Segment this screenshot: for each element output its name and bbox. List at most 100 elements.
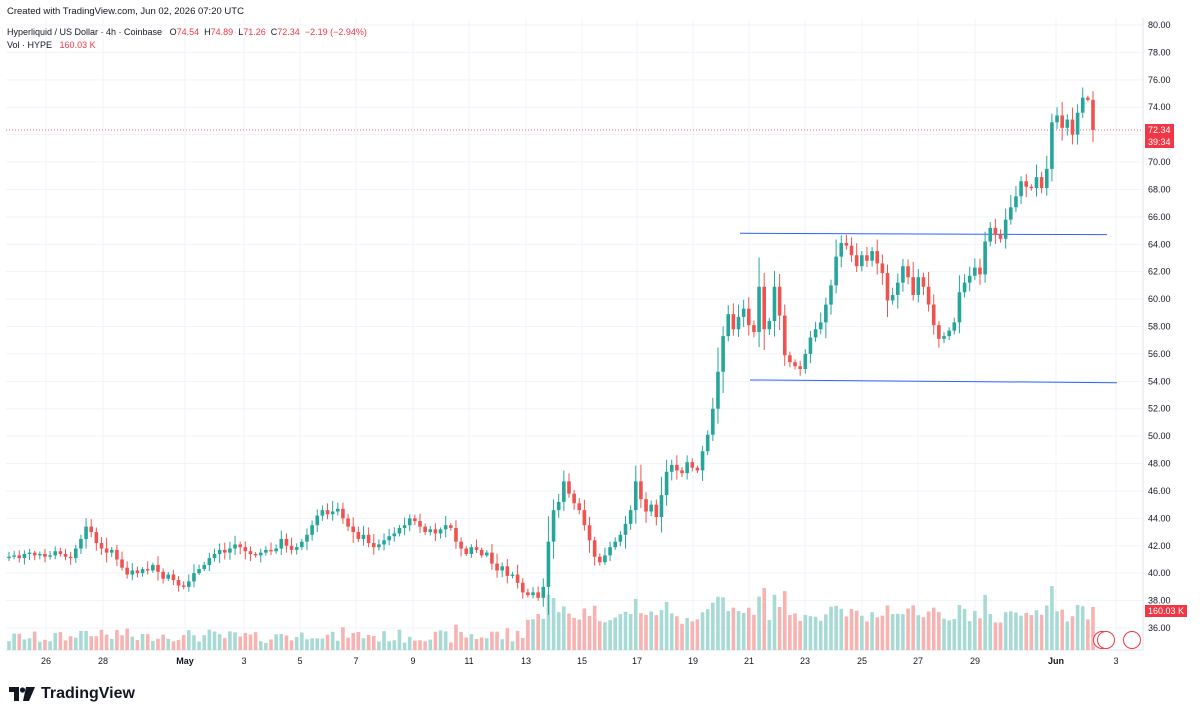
volume-bar — [68, 636, 73, 650]
candle-body — [248, 551, 253, 554]
x-tick-label: 25 — [857, 656, 867, 666]
volume-bar — [1003, 612, 1008, 650]
volume-bar — [38, 641, 42, 650]
y-tick-label: 76.00 — [1148, 75, 1171, 85]
volume-bar — [289, 640, 294, 650]
volume-bar — [947, 620, 951, 650]
candle-body — [202, 564, 207, 570]
volume-bar — [515, 630, 520, 650]
volume-legend[interactable]: Vol · HYPE 160.03 K — [7, 40, 96, 50]
candle-body — [695, 467, 700, 471]
support-line[interactable] — [749, 379, 1118, 384]
candle-body — [1039, 177, 1044, 189]
candle-body — [135, 570, 140, 574]
candle-body — [1050, 122, 1054, 169]
y-tick-label: 38.00 — [1148, 596, 1171, 606]
volume-bar — [115, 629, 119, 650]
volume-bar — [926, 611, 931, 650]
candle-body — [567, 481, 571, 494]
volume-bar — [711, 602, 715, 650]
candle-body — [469, 547, 474, 554]
candle-body — [916, 277, 921, 295]
volume-bar — [813, 616, 818, 650]
candle-body — [752, 325, 756, 332]
volume-bar — [1060, 609, 1064, 650]
volume-bar — [746, 607, 751, 650]
volume-bar — [829, 606, 833, 650]
volume-bar — [351, 632, 356, 650]
candle-body — [449, 525, 453, 528]
candle-body — [906, 266, 910, 278]
y-tick-label: 70.00 — [1148, 157, 1171, 167]
volume-bar — [572, 617, 576, 650]
volume-bar — [520, 637, 525, 650]
volume-bar — [664, 601, 669, 650]
candle-body — [145, 569, 150, 571]
candle-body — [659, 495, 664, 517]
x-tick-label: 3 — [241, 656, 246, 666]
volume-bar — [330, 631, 335, 650]
volume-tag: 160.03 K — [1145, 605, 1188, 617]
volume-bar — [207, 629, 212, 650]
x-tick-label: 9 — [410, 656, 415, 666]
tradingview-brand[interactable]: TradingView — [9, 685, 135, 703]
volume-bar — [818, 620, 823, 650]
candle-body — [1060, 115, 1064, 128]
volume-bar — [860, 615, 864, 650]
volume-bar — [731, 607, 736, 650]
candle-body — [1091, 99, 1095, 130]
event-flag-icon[interactable] — [1097, 631, 1115, 649]
volume-bar — [736, 611, 741, 650]
volume-bar — [526, 619, 530, 650]
volume-bar — [618, 614, 623, 650]
candle-body — [757, 286, 761, 332]
volume-bar — [366, 634, 371, 650]
candle-body — [654, 504, 659, 517]
candle-body — [860, 255, 864, 267]
volume-bar — [885, 605, 890, 650]
volume-bar — [931, 607, 936, 650]
x-tick-label: 21 — [744, 656, 754, 666]
low-label: L — [238, 27, 244, 37]
candle-body — [721, 336, 725, 372]
volume-bar — [587, 615, 592, 650]
candle-body — [382, 540, 386, 545]
volume-bar — [505, 628, 510, 650]
resistance-line[interactable] — [739, 232, 1108, 236]
volume-bar — [952, 619, 957, 650]
event-flag-icon[interactable] — [1123, 631, 1141, 649]
candle-body — [418, 521, 422, 527]
candle-body — [1019, 181, 1023, 197]
candle-body — [880, 263, 885, 274]
price-axis: 36.00 38.00 40.00 42.00 44.00 46.00 48.00 50.00… — [1148, 20, 1171, 633]
symbol-legend[interactable]: Hyperliquid / US Dollar · 4h · Coinbase … — [7, 27, 367, 37]
candle-body — [911, 277, 915, 295]
volume-bar — [7, 641, 11, 650]
volume-bar — [258, 641, 263, 650]
volume-bar — [962, 608, 967, 650]
volume-bar — [1075, 604, 1080, 650]
volume-bar — [459, 632, 463, 650]
volume-bar — [654, 615, 659, 650]
candle-body — [731, 314, 736, 330]
x-tick-label: Jun — [1048, 656, 1064, 666]
candle-body — [407, 518, 412, 526]
candle-body — [495, 563, 499, 571]
candle-body — [94, 532, 99, 544]
candle-body — [870, 251, 874, 261]
created-with-text: Created with TradingView.com, Jun 02, 20… — [7, 6, 244, 17]
candle-body — [854, 255, 859, 267]
candle-body — [217, 549, 222, 554]
y-tick-label: 56.00 — [1148, 349, 1171, 359]
candle-body — [166, 574, 171, 579]
volume-bar — [685, 618, 689, 650]
candle-body — [639, 481, 643, 500]
candle-body — [988, 227, 993, 242]
candle-body — [623, 523, 628, 535]
volume-bar — [243, 632, 248, 650]
open-label: O — [169, 27, 177, 37]
y-tick-label: 58.00 — [1148, 322, 1171, 332]
symbol-title: Hyperliquid / US Dollar · 4h · Coinbase — [7, 27, 163, 37]
trend-lines — [739, 232, 1118, 384]
